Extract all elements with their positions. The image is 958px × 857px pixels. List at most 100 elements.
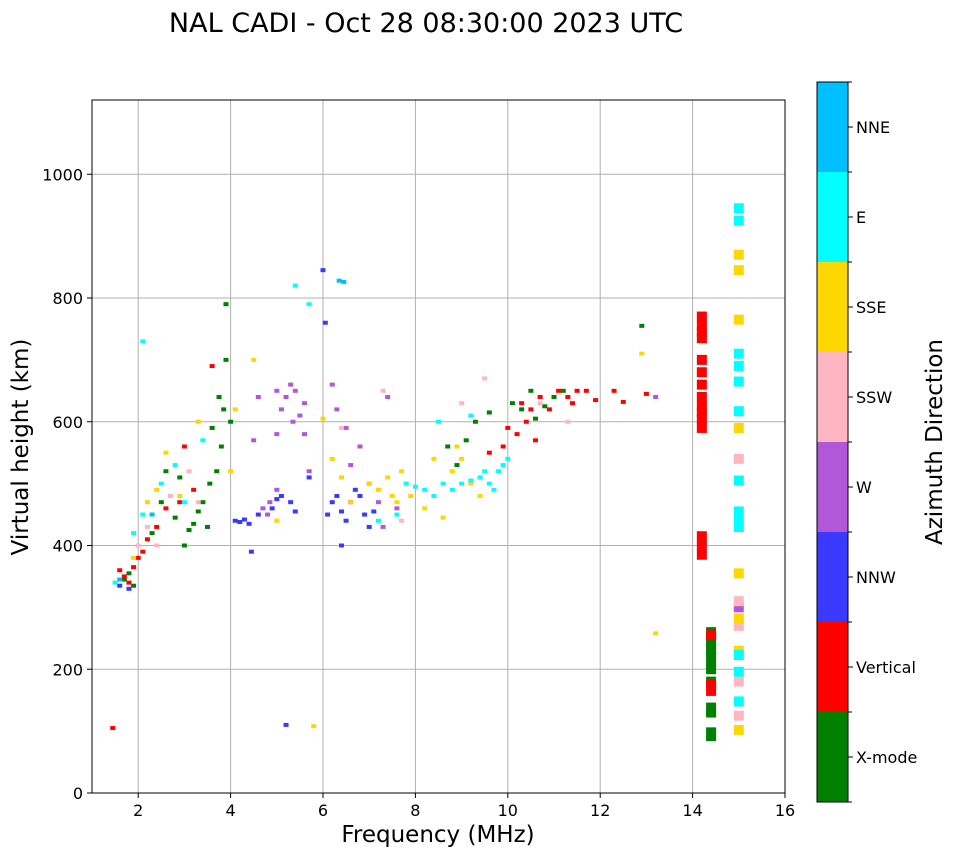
- data-point: [733, 203, 744, 214]
- data-point: [733, 361, 744, 372]
- data-point: [519, 407, 525, 412]
- data-point: [706, 664, 717, 675]
- data-point: [121, 577, 127, 582]
- data-point: [338, 475, 344, 480]
- data-point: [117, 583, 123, 588]
- data-point: [733, 666, 744, 677]
- data-point: [696, 379, 707, 390]
- colorbar-segment: [817, 82, 848, 172]
- data-point: [329, 382, 335, 387]
- data-point: [643, 391, 649, 396]
- colorbar-tick-label: W: [856, 478, 872, 497]
- data-point: [200, 500, 206, 505]
- data-point: [228, 419, 234, 424]
- data-point: [733, 406, 744, 417]
- data-point: [172, 515, 178, 520]
- data-point: [371, 509, 377, 514]
- data-point: [218, 444, 224, 449]
- data-point: [336, 278, 342, 283]
- data-point: [486, 410, 492, 415]
- data-point: [496, 469, 502, 474]
- data-point: [251, 357, 257, 362]
- data-point: [117, 577, 123, 582]
- data-point: [706, 651, 717, 662]
- data-point: [422, 487, 428, 492]
- data-point: [322, 320, 328, 325]
- x-tick-label: 12: [590, 801, 610, 820]
- data-point: [269, 506, 275, 511]
- data-point: [486, 481, 492, 486]
- data-point: [232, 518, 238, 523]
- data-point: [357, 494, 363, 498]
- data-point: [181, 500, 187, 505]
- grid: [92, 100, 785, 793]
- data-point: [482, 376, 488, 381]
- data-point: [706, 685, 717, 696]
- plot-background: [92, 100, 785, 793]
- data-point: [706, 679, 717, 690]
- data-point: [706, 658, 717, 669]
- data-point: [696, 401, 707, 412]
- data-point: [696, 333, 707, 344]
- data-point: [154, 524, 160, 529]
- series-vertical: [110, 311, 717, 731]
- data-point: [366, 524, 372, 529]
- data-point: [500, 463, 506, 468]
- data-point: [292, 283, 298, 288]
- data-point: [696, 320, 707, 331]
- data-point: [195, 509, 201, 514]
- colorbar-segment: [817, 172, 848, 262]
- data-point: [135, 555, 141, 560]
- data-point: [696, 392, 707, 402]
- data-point: [468, 481, 474, 486]
- data-point: [639, 351, 645, 356]
- data-point: [375, 500, 381, 505]
- data-point: [696, 327, 707, 338]
- y-axis-label: Virtual height (km): [8, 339, 34, 556]
- data-point: [399, 518, 405, 523]
- data-point: [168, 494, 174, 498]
- data-point: [408, 494, 414, 498]
- data-point: [556, 388, 562, 393]
- data-point: [569, 401, 575, 406]
- data-point: [274, 432, 280, 437]
- data-point: [733, 215, 744, 226]
- data-point: [431, 494, 437, 498]
- data-point: [163, 469, 169, 474]
- data-point: [278, 494, 284, 498]
- data-point: [140, 339, 146, 344]
- data-point: [706, 630, 717, 641]
- colorbar-label: Azimuth Direction: [922, 339, 948, 545]
- data-point: [140, 512, 146, 517]
- data-point: [320, 268, 326, 273]
- data-point: [394, 500, 400, 505]
- colorbar-tick-label: E: [856, 208, 866, 227]
- data-point: [733, 265, 744, 276]
- chart-title: NAL CADI - Oct 28 08:30:00 2023 UTC: [169, 8, 683, 39]
- data-point: [611, 388, 617, 393]
- data-point: [338, 509, 344, 514]
- data-point: [394, 512, 400, 517]
- data-point: [477, 475, 483, 480]
- data-point: [149, 531, 155, 536]
- data-point: [459, 456, 465, 461]
- data-point: [491, 487, 497, 492]
- data-point: [706, 639, 717, 650]
- colorbar-segment: [817, 262, 848, 352]
- data-point: [274, 518, 280, 523]
- data-point: [733, 613, 744, 624]
- data-point: [200, 438, 206, 443]
- data-point: [195, 419, 201, 424]
- colorbar-segment: [817, 712, 848, 802]
- data-point: [112, 580, 118, 585]
- data-point: [343, 518, 349, 523]
- x-tick-label: 14: [682, 801, 702, 820]
- data-point: [459, 401, 465, 406]
- data-point: [565, 419, 571, 424]
- data-point: [163, 506, 169, 511]
- data-point: [696, 540, 707, 551]
- data-point: [431, 456, 437, 461]
- data-point: [733, 422, 744, 433]
- data-point: [505, 425, 511, 430]
